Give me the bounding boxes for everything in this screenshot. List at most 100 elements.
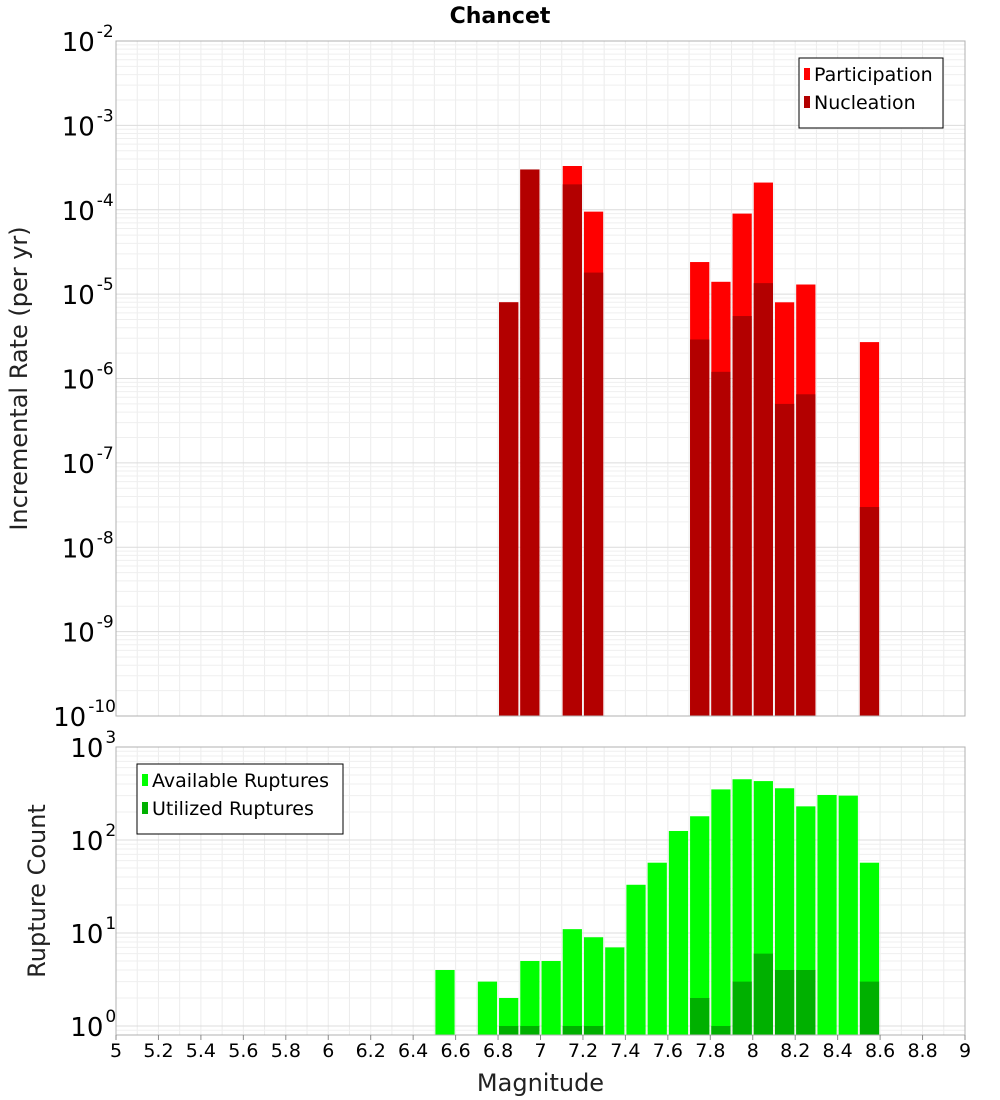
nucleation-bar: [859, 506, 880, 716]
svg-text:10: 10: [62, 366, 95, 396]
x-tick-label: 6.8: [483, 1040, 513, 1062]
utilized-ruptures-bar: [859, 981, 880, 1035]
nucleation-bar: [562, 184, 582, 717]
nucleation-bars: [499, 169, 880, 717]
participation-legend-swatch: [804, 68, 810, 80]
rate-y-axis-label: Incremental Rate (per yr): [5, 226, 33, 530]
y-tick-label: 10 1: [70, 914, 116, 950]
rate-panel: 10-210-310-410-510-610-710-810-910-10 In…: [5, 22, 966, 733]
y-tick-label: 10 -5: [62, 275, 114, 311]
available-ruptures-bar: [711, 789, 731, 1035]
nucleation-bar: [796, 394, 816, 716]
available-ruptures-bar: [626, 884, 646, 1035]
svg-text:-3: -3: [97, 106, 114, 126]
x-tick-label: 7.6: [653, 1040, 683, 1062]
svg-text:10: 10: [62, 534, 95, 564]
legend-box: [136, 763, 344, 835]
svg-text:-2: -2: [97, 22, 114, 42]
available-ruptures-bar: [732, 779, 752, 1035]
svg-text:2: 2: [105, 821, 116, 841]
svg-text:10: 10: [62, 112, 95, 142]
x-tick-label: 5.2: [143, 1040, 173, 1062]
svg-text:-4: -4: [97, 191, 114, 211]
available-ruptures-bar: [690, 816, 710, 1035]
x-tick-label: 9: [959, 1040, 971, 1062]
nucleation-bar: [711, 371, 731, 716]
svg-text:10: 10: [70, 920, 103, 950]
y-tick-label: 10 -4: [62, 191, 114, 227]
utilized-ruptures-bar: [711, 1025, 731, 1035]
y-tick-label: 10 2: [70, 821, 116, 857]
utilized-ruptures-bar: [520, 1025, 540, 1035]
count-y-axis-label: Rupture Count: [23, 804, 51, 978]
x-tick-label: 8: [747, 1040, 759, 1062]
available-ruptures-bar: [605, 947, 625, 1035]
x-tick-label: 8.2: [780, 1040, 810, 1062]
nucleation-bar: [690, 339, 710, 716]
y-tick-label: 10 -6: [62, 360, 114, 396]
available-ruptures-bar: [435, 969, 455, 1035]
svg-text:-6: -6: [97, 360, 114, 380]
utilized-ruptures-bar: [583, 1025, 604, 1035]
nucleation-legend-label: Nucleation: [814, 92, 916, 114]
x-tick-label: 6.6: [440, 1040, 470, 1062]
utilized-ruptures-bar: [774, 969, 795, 1035]
svg-text:10: 10: [62, 281, 95, 311]
available-ruptures-bar: [477, 981, 498, 1035]
available-ruptures-bar: [838, 795, 858, 1035]
nucleation-bar: [753, 283, 773, 716]
svg-text:10: 10: [53, 703, 86, 733]
x-tick-label: 8.8: [907, 1040, 937, 1062]
x-tick-label: 6.2: [356, 1040, 386, 1062]
available-ruptures-bar: [520, 960, 540, 1035]
utilized-ruptures-bar: [732, 981, 752, 1035]
svg-text:10: 10: [62, 619, 95, 649]
y-tick-label: 10 3: [70, 728, 116, 764]
y-tick-label: 10 -9: [62, 613, 114, 649]
x-tick-label: 7.4: [610, 1040, 640, 1062]
count-legend: Available Ruptures Utilized Ruptures: [136, 763, 344, 835]
available-ruptures-bar: [499, 997, 519, 1035]
svg-text:-8: -8: [97, 528, 114, 548]
svg-text:1: 1: [105, 914, 116, 934]
utilized-ruptures-bar: [562, 1025, 582, 1035]
y-tick-label: 10 -2: [62, 22, 114, 58]
svg-text:10: 10: [70, 1013, 103, 1043]
svg-text:-10: -10: [88, 697, 116, 717]
nucleation-bar: [583, 272, 604, 716]
svg-text:-7: -7: [97, 444, 114, 464]
y-tick-label: 10 0: [70, 1007, 116, 1043]
magnitude-x-ticks: 5 5.2 5.4 5.6 5.8 6 6.2 6.4 6.6 6.8 7 7.2 7.4 7.6 7.8 8…: [110, 1035, 971, 1062]
svg-text:10: 10: [62, 28, 95, 58]
y-tick-label: 10 -3: [62, 106, 114, 142]
x-tick-label: 5.8: [271, 1040, 301, 1062]
nucleation-bar: [520, 169, 540, 716]
nucleation-bar: [774, 403, 795, 716]
nucleation-legend-swatch: [804, 96, 810, 108]
utilized-ruptures-legend-swatch: [142, 802, 148, 814]
available-ruptures-legend-swatch: [142, 774, 148, 786]
svg-text:10: 10: [70, 734, 103, 764]
x-tick-label: 7.2: [568, 1040, 598, 1062]
y-tick-label: 10 -7: [62, 444, 114, 480]
x-tick-label: 5.6: [228, 1040, 258, 1062]
x-tick-label: 7.8: [695, 1040, 725, 1062]
svg-text:-9: -9: [97, 613, 114, 633]
utilized-ruptures-legend-label: Utilized Ruptures: [152, 798, 314, 820]
utilized-ruptures-bars: [499, 953, 880, 1035]
available-ruptures-bar: [668, 830, 689, 1035]
svg-text:10: 10: [62, 450, 95, 480]
y-tick-label: 10 -8: [62, 528, 114, 564]
svg-text:10: 10: [70, 827, 103, 857]
x-tick-label: 5: [110, 1040, 122, 1062]
x-tick-label: 5.4: [186, 1040, 216, 1062]
available-ruptures-bar: [647, 862, 667, 1035]
nucleation-bar: [499, 302, 519, 716]
rate-plot-border: [115, 40, 966, 717]
participation-legend-label: Participation: [814, 64, 933, 86]
x-axis-label: Magnitude: [477, 1069, 604, 1097]
chart-title: Chancet: [450, 4, 551, 29]
